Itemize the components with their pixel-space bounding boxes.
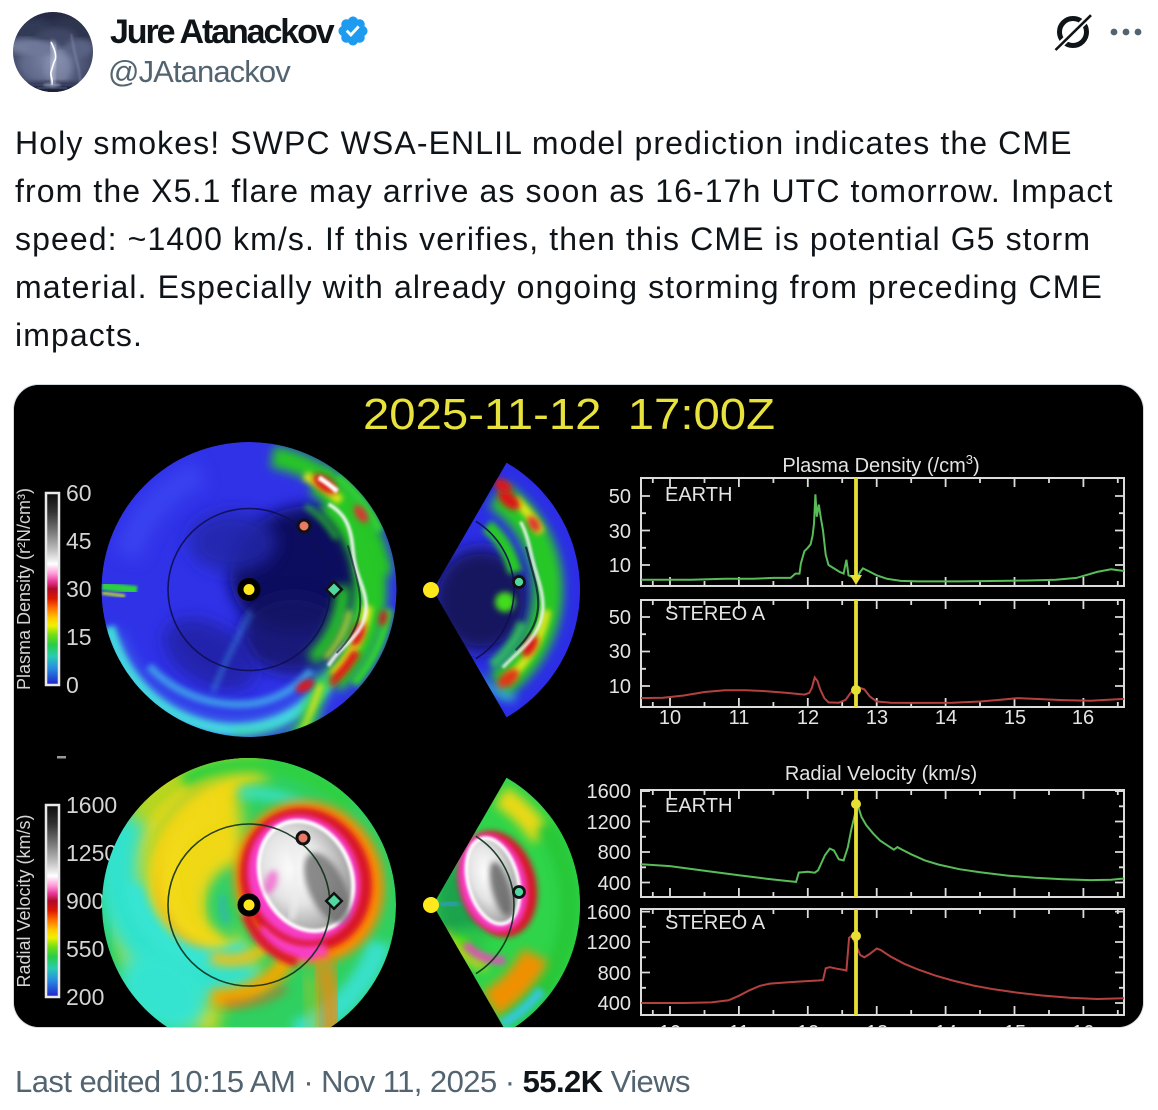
- svg-text:800: 800: [597, 842, 630, 864]
- svg-text:10: 10: [658, 707, 680, 729]
- svg-text:400: 400: [597, 873, 630, 895]
- svg-text:15: 15: [1003, 1022, 1025, 1028]
- svg-text:0: 0: [66, 672, 79, 698]
- svg-text:14: 14: [934, 707, 956, 729]
- svg-text:1600: 1600: [586, 781, 631, 803]
- svg-text:16: 16: [1071, 1022, 1093, 1028]
- svg-text:2025-11-12 17:00Z: 2025-11-12 17:00Z: [363, 390, 775, 438]
- svg-text:900: 900: [66, 888, 104, 914]
- svg-text:550: 550: [66, 936, 104, 962]
- svg-text:10: 10: [608, 555, 630, 577]
- svg-text:1600: 1600: [66, 792, 117, 818]
- svg-text:50: 50: [608, 607, 630, 629]
- svg-text:13: 13: [865, 1022, 887, 1028]
- svg-text:STEREO A: STEREO A: [665, 912, 766, 934]
- svg-text:EARTH: EARTH: [665, 795, 732, 817]
- svg-text:Plasma Density (r²N/cm³): Plasma Density (r²N/cm³): [14, 487, 34, 689]
- svg-text:10: 10: [608, 676, 630, 698]
- svg-text:50: 50: [608, 486, 630, 508]
- svg-text:13: 13: [865, 707, 887, 729]
- svg-text:Radial Velocity (km/s): Radial Velocity (km/s): [14, 814, 34, 987]
- svg-text:10: 10: [658, 1022, 680, 1028]
- svg-text:12: 12: [796, 1022, 818, 1028]
- svg-text:1600: 1600: [586, 902, 631, 924]
- svg-text:11: 11: [728, 1022, 749, 1028]
- svg-text:11: 11: [728, 707, 749, 729]
- svg-text:STEREO A: STEREO A: [665, 603, 766, 625]
- svg-text:30: 30: [66, 576, 92, 602]
- svg-text:Plasma Density (/cm3): Plasma Density (/cm3): [782, 452, 979, 477]
- svg-text:16: 16: [1071, 707, 1093, 729]
- svg-text:200: 200: [66, 984, 104, 1010]
- svg-text:14: 14: [934, 1022, 956, 1028]
- svg-text:800: 800: [597, 963, 630, 985]
- svg-text:400: 400: [597, 993, 630, 1015]
- svg-text:Radial Velocity (km/s): Radial Velocity (km/s): [784, 763, 976, 785]
- svg-text:12: 12: [796, 707, 818, 729]
- svg-text:60: 60: [66, 480, 92, 506]
- svg-text:1200: 1200: [586, 812, 631, 834]
- svg-text:30: 30: [608, 521, 630, 543]
- svg-text:45: 45: [66, 528, 92, 554]
- svg-text:30: 30: [608, 641, 630, 663]
- svg-text:15: 15: [66, 624, 92, 650]
- svg-text:EARTH: EARTH: [665, 484, 732, 506]
- svg-text:1200: 1200: [586, 932, 631, 954]
- svg-text:15: 15: [1003, 707, 1025, 729]
